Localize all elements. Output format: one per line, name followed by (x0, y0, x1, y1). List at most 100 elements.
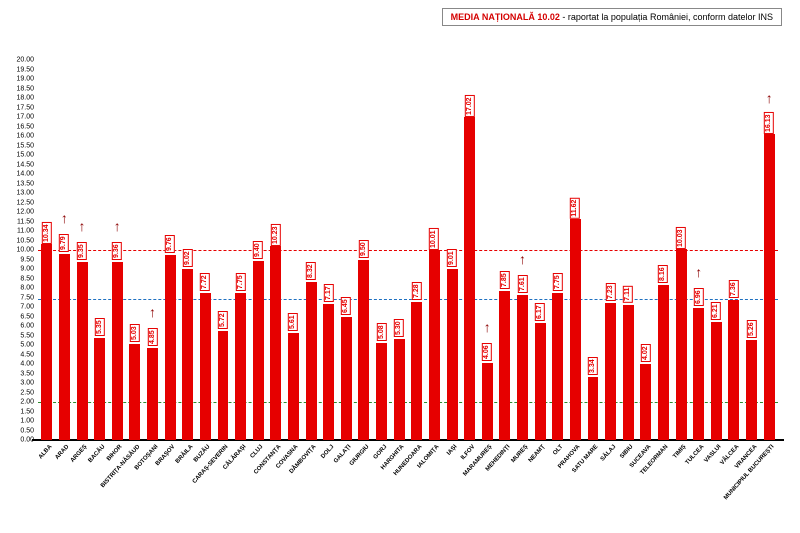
bar-value-label: 9.76 (165, 235, 175, 253)
bar-value-label: 7.17 (324, 284, 334, 302)
bar-value-label: 9.40 (253, 242, 263, 260)
y-tick-label: 15.00 (16, 152, 34, 159)
bar (77, 262, 88, 440)
x-tick-label: NEAMȚ (528, 444, 547, 464)
bar (200, 293, 211, 440)
bar (517, 295, 528, 440)
bar-value-label: 6.96 (694, 288, 704, 306)
x-tick-label: MUREȘ (510, 444, 529, 464)
bar (41, 244, 52, 440)
y-tick-label: 17.00 (16, 114, 34, 121)
y-tick-label: 4.00 (20, 361, 34, 368)
bar (218, 331, 229, 440)
chart-area: 0.000.501.001.502.002.503.003.504.004.50… (38, 60, 778, 440)
x-tick-label: ILFOV (460, 444, 476, 461)
y-tick-label: 8.50 (20, 275, 34, 282)
bar (658, 285, 669, 440)
y-tick-label: 10.00 (16, 247, 34, 254)
y-tick-label: 18.50 (16, 85, 34, 92)
bar-value-label: 5.61 (288, 314, 298, 332)
trend-arrow-icon: ↑ (766, 90, 773, 106)
bar-value-label: 5.26 (746, 320, 756, 338)
bar (306, 282, 317, 440)
bar (429, 250, 440, 440)
bar-value-label: 6.21 (711, 302, 721, 320)
bar-value-label: 17.02 (464, 95, 474, 117)
bar (711, 322, 722, 440)
bar (411, 302, 422, 440)
bar (764, 134, 775, 440)
bar (447, 269, 458, 440)
bar-value-label: 10.03 (676, 228, 686, 250)
y-tick-label: 8.00 (20, 285, 34, 292)
x-tick-label: GORJ (372, 444, 388, 461)
bar-value-label: 7.75 (235, 273, 245, 291)
y-tick-label: 20.00 (16, 57, 34, 64)
y-tick-label: 3.00 (20, 380, 34, 387)
bar-value-label: 9.36 (112, 243, 122, 261)
y-tick-label: 7.00 (20, 304, 34, 311)
y-tick-label: 2.50 (20, 389, 34, 396)
bar-value-label: 5.30 (394, 320, 404, 338)
bar-value-label: 4.02 (641, 344, 651, 362)
trend-arrow-icon: ↑ (695, 264, 702, 280)
bar (535, 323, 546, 440)
bar (605, 303, 616, 440)
y-tick-label: 16.00 (16, 133, 34, 140)
x-tick-label: SIBIU (620, 444, 635, 460)
bar (623, 305, 634, 440)
bar-value-label: 4.85 (147, 328, 157, 346)
x-tick-label: BACĂU (87, 444, 106, 464)
bar-value-label: 9.35 (77, 243, 87, 261)
x-axis-line (32, 439, 784, 441)
bar-value-label: 7.11 (623, 285, 633, 302)
bar-value-label: 11.62 (570, 198, 580, 219)
bar-value-label: 9.02 (183, 249, 193, 267)
y-tick-label: 3.50 (20, 370, 34, 377)
bar-value-label: 5.03 (130, 325, 140, 343)
bar-value-label: 10.01 (429, 228, 439, 250)
y-tick-label: 12.50 (16, 199, 34, 206)
bar (640, 364, 651, 440)
bar-value-label: 5.72 (218, 312, 228, 330)
bar (165, 255, 176, 440)
x-tick-label: CLUJ (250, 444, 265, 460)
bar (552, 293, 563, 440)
y-tick-label: 12.00 (16, 209, 34, 216)
bar (728, 300, 739, 440)
bar-value-label: 7.85 (500, 271, 510, 289)
bar-value-label: 9.01 (447, 249, 457, 267)
x-tick-label: ARGEȘ (70, 444, 89, 464)
y-tick-label: 16.50 (16, 123, 34, 130)
trend-arrow-icon: ↑ (79, 218, 86, 234)
bar (358, 260, 369, 441)
legend-box: MEDIA NAȚIONALĂ 10.02 - raportat la popu… (442, 8, 782, 26)
bar (112, 262, 123, 440)
bar-value-label: 3.34 (588, 357, 598, 375)
bar-value-label: 10.23 (271, 224, 281, 246)
bar (394, 339, 405, 440)
y-tick-label: 10.50 (16, 237, 34, 244)
x-tick-label: ALBA (38, 444, 54, 460)
trend-arrow-icon: ↑ (61, 210, 68, 226)
bar-value-label: 10.34 (42, 222, 52, 244)
legend-value: 10.02 (537, 12, 560, 22)
bar (746, 340, 757, 440)
y-tick-label: 14.50 (16, 161, 34, 168)
bar-value-label: 7.28 (412, 282, 422, 300)
bar-value-label: 5.35 (94, 319, 104, 337)
y-tick-label: 6.00 (20, 323, 34, 330)
bar (376, 343, 387, 440)
y-tick-label: 11.50 (17, 218, 34, 225)
bar-value-label: 5.08 (376, 324, 386, 342)
bar (235, 293, 246, 440)
bar-value-label: 7.23 (605, 283, 615, 301)
legend-title: MEDIA NAȚIONALĂ (451, 12, 535, 22)
bar (693, 308, 704, 440)
y-tick-label: 4.50 (20, 351, 34, 358)
y-tick-label: 19.00 (16, 76, 34, 83)
x-tick-label: DOLJ (320, 444, 335, 460)
plot-area: 0.000.501.001.502.002.503.003.504.004.50… (38, 60, 778, 440)
reference-line (38, 250, 778, 251)
y-tick-label: 18.00 (16, 95, 34, 102)
